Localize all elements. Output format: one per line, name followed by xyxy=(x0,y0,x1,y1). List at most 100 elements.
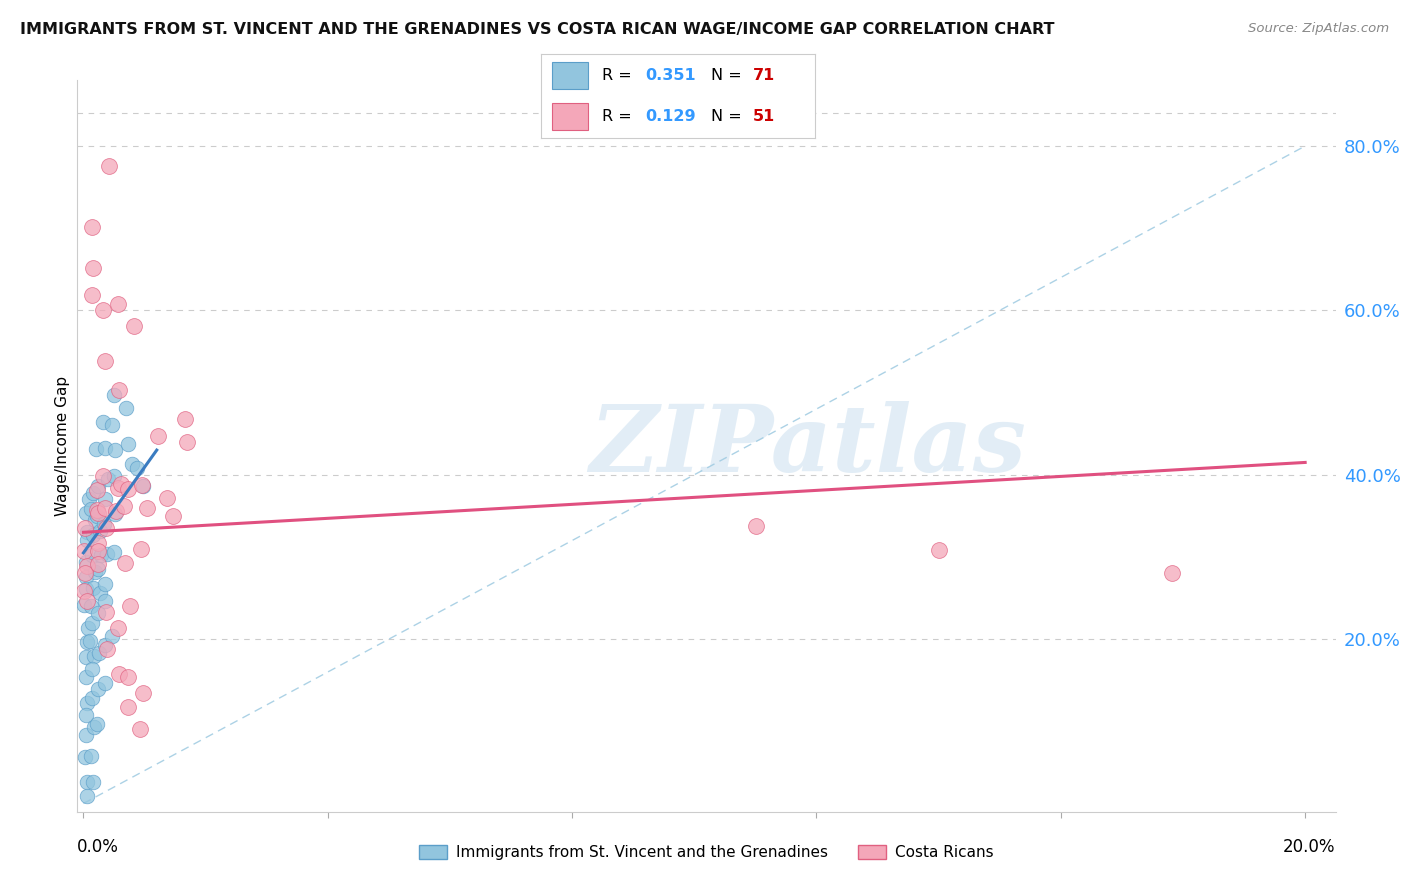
Point xyxy=(103,469,125,483)
Point xyxy=(129,722,152,736)
Point xyxy=(162,508,184,523)
Point xyxy=(86,503,108,517)
Point xyxy=(75,506,97,520)
Point xyxy=(94,605,117,619)
Point xyxy=(96,641,118,656)
Point xyxy=(82,774,104,789)
Point xyxy=(117,437,139,451)
Point xyxy=(83,720,105,734)
Point xyxy=(82,581,104,595)
Point xyxy=(76,789,98,803)
Point xyxy=(97,472,120,486)
Point xyxy=(90,548,112,562)
Point xyxy=(86,543,108,558)
Point xyxy=(107,296,129,310)
Point xyxy=(131,478,153,492)
Point xyxy=(87,479,110,493)
Point xyxy=(87,606,110,620)
FancyBboxPatch shape xyxy=(553,62,588,89)
Point xyxy=(79,748,101,763)
Point xyxy=(73,543,96,558)
Point xyxy=(132,479,155,493)
Point xyxy=(82,548,104,562)
Point xyxy=(127,461,149,475)
Point xyxy=(82,528,104,542)
Point xyxy=(80,662,103,676)
Text: Source: ZipAtlas.com: Source: ZipAtlas.com xyxy=(1249,22,1389,36)
Y-axis label: Wage/Income Gap: Wage/Income Gap xyxy=(55,376,70,516)
Point xyxy=(73,566,96,580)
Point xyxy=(745,518,768,533)
Point xyxy=(87,506,110,520)
Point xyxy=(118,599,141,614)
Point xyxy=(93,676,115,690)
Point xyxy=(94,593,117,607)
Text: N =: N = xyxy=(711,68,747,83)
Point xyxy=(87,535,110,549)
Point xyxy=(91,468,114,483)
Point xyxy=(94,354,117,368)
Point xyxy=(110,477,132,491)
Point xyxy=(86,509,108,524)
Legend: Immigrants from St. Vincent and the Grenadines, Costa Ricans: Immigrants from St. Vincent and the Gren… xyxy=(413,839,1000,866)
Point xyxy=(82,486,104,500)
Point xyxy=(93,501,115,516)
Point xyxy=(76,558,98,573)
Text: N =: N = xyxy=(711,109,747,124)
Text: 51: 51 xyxy=(752,109,775,124)
Text: 20.0%: 20.0% xyxy=(1284,838,1336,856)
Point xyxy=(80,287,103,301)
Point xyxy=(76,582,98,597)
Point xyxy=(80,501,103,516)
Point xyxy=(89,646,111,660)
Point xyxy=(76,620,98,634)
Point xyxy=(928,542,950,557)
Point xyxy=(80,220,103,235)
Point xyxy=(80,599,103,614)
Point xyxy=(76,775,98,789)
Point xyxy=(124,319,146,334)
Point xyxy=(117,482,139,496)
Point xyxy=(117,700,139,714)
Point xyxy=(75,650,97,665)
Point xyxy=(73,583,96,598)
Point xyxy=(87,557,110,571)
Point xyxy=(114,556,136,570)
Text: R =: R = xyxy=(602,109,637,124)
Point xyxy=(80,690,103,705)
Point xyxy=(96,547,118,561)
Point xyxy=(86,483,108,497)
Point xyxy=(107,621,129,635)
Point xyxy=(84,565,107,579)
Text: 71: 71 xyxy=(752,68,775,83)
Point xyxy=(94,442,117,456)
Point xyxy=(76,533,98,547)
Point xyxy=(101,417,124,432)
Point xyxy=(83,513,105,527)
Point xyxy=(73,750,96,764)
Text: IMMIGRANTS FROM ST. VINCENT AND THE GRENADINES VS COSTA RICAN WAGE/INCOME GAP CO: IMMIGRANTS FROM ST. VINCENT AND THE GREN… xyxy=(20,22,1054,37)
Point xyxy=(107,481,129,495)
Point xyxy=(108,667,131,681)
Text: 0.0%: 0.0% xyxy=(77,838,120,856)
Point xyxy=(176,435,198,450)
Point xyxy=(93,516,115,531)
Point xyxy=(87,682,110,697)
Point xyxy=(104,443,127,458)
Point xyxy=(98,159,121,173)
Point xyxy=(174,412,197,426)
Point xyxy=(75,555,97,569)
FancyBboxPatch shape xyxy=(553,103,588,130)
Point xyxy=(94,491,117,506)
Point xyxy=(76,570,98,584)
Point xyxy=(115,401,138,415)
Point xyxy=(86,717,108,731)
Point xyxy=(107,383,129,397)
Point xyxy=(76,696,98,710)
Point xyxy=(155,491,177,505)
Point xyxy=(104,508,127,522)
Point xyxy=(103,544,125,558)
Point xyxy=(103,387,125,401)
Point xyxy=(76,635,98,649)
Point xyxy=(117,670,139,684)
